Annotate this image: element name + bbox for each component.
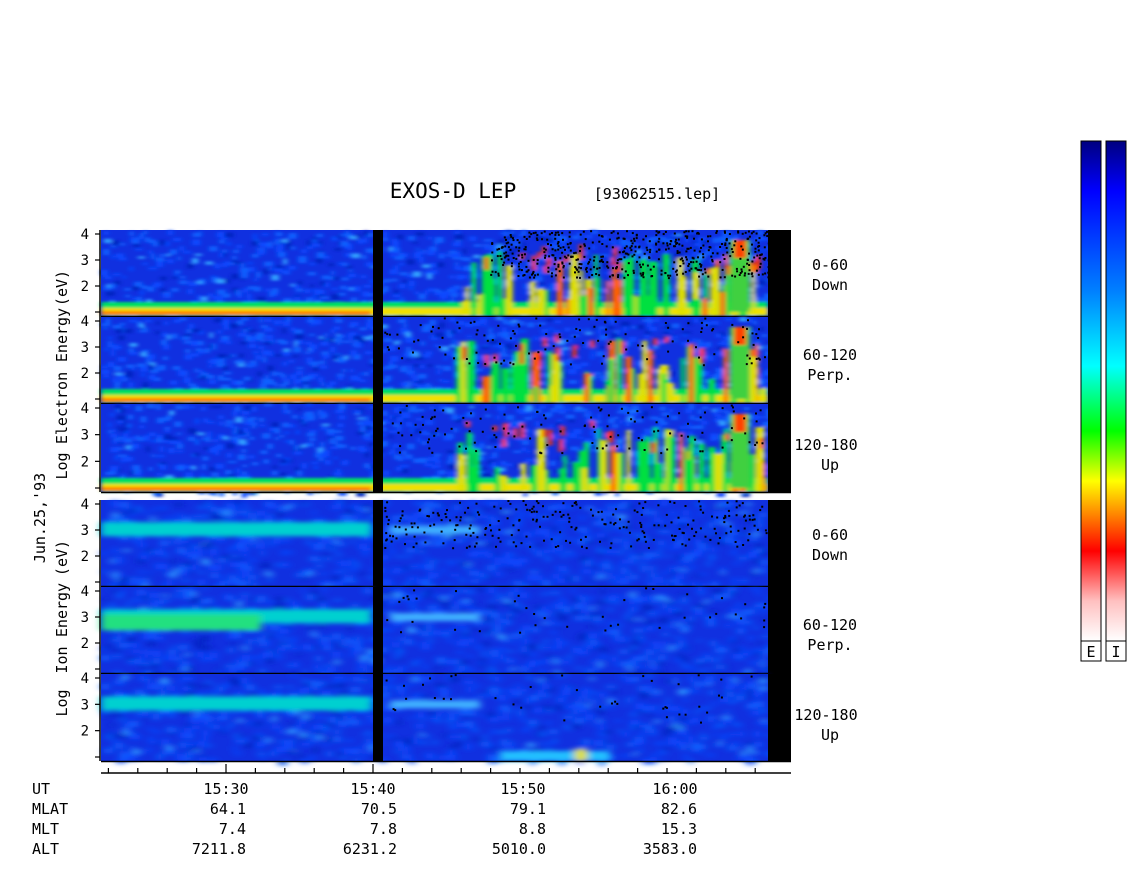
electron-ylabel-word: Log <box>53 452 71 479</box>
ephemeris-label-mlt: MLT <box>32 820 59 838</box>
electron-spectrogram-panel <box>101 230 791 321</box>
energy-tick-label: 3 <box>81 340 89 356</box>
electron-ylabel: Log Electron Energy (eV) <box>53 270 71 480</box>
colorbar-ion <box>1105 140 1127 642</box>
electron-spectrogram-panel <box>101 404 791 498</box>
time-tick-label: 15:50 <box>500 780 545 798</box>
direction-label: Up <box>821 726 839 744</box>
colorbar-ion-label: I <box>1111 643 1120 661</box>
time-tick-label: 15:40 <box>350 780 395 798</box>
direction-label: Up <box>821 456 839 474</box>
ion-ylabel-word: (eV) <box>53 540 71 576</box>
energy-tick-label: 3 <box>81 253 89 269</box>
pitch-range-label: 0-60 <box>812 256 848 274</box>
ion-spectrogram-panel <box>101 500 791 592</box>
alt-value: 5010.0 <box>492 840 546 858</box>
data-gap <box>373 230 383 317</box>
energy-tick-label: 4 <box>81 314 89 330</box>
pitch-angle-labels: 0-60 Down 60-120 Perp. 120-180 Up 0-60 D… <box>794 256 857 744</box>
energy-tick-label: 2 <box>81 279 89 295</box>
energy-tick-label: 2 <box>81 454 89 470</box>
mlt-value: 7.8 <box>370 820 397 838</box>
electron-ylabel-word: (eV) <box>53 270 71 306</box>
energy-axes: 2 3 4 2 3 4 2 3 4 2 3 4 2 3 4 2 3 4 <box>81 227 101 761</box>
mlat-value: 79.1 <box>510 800 546 818</box>
colorbar-electron-label: E <box>1086 643 1095 661</box>
data-gap <box>373 587 383 674</box>
pitch-range-label: 120-180 <box>794 706 857 724</box>
energy-tick-label: 4 <box>81 671 89 687</box>
energy-tick-label: 2 <box>81 724 89 740</box>
no-data-strip <box>768 404 791 493</box>
no-data-strip <box>768 500 791 587</box>
alt-value: 6231.2 <box>343 840 397 858</box>
energy-tick-label: 4 <box>81 401 89 417</box>
mlt-value: 7.4 <box>219 820 246 838</box>
energy-tick-label: 4 <box>81 584 89 600</box>
data-gap <box>373 404 383 493</box>
mlt-value: 8.8 <box>519 820 546 838</box>
direction-label: Perp. <box>807 636 852 654</box>
mlat-value: 64.1 <box>210 800 246 818</box>
direction-label: Down <box>812 276 848 294</box>
colorbar-legend: E I <box>1080 140 1127 662</box>
electron-ylabel-word: Energy <box>53 308 71 362</box>
ephemeris-label-mlat: MLAT <box>32 800 68 818</box>
energy-tick-label: 2 <box>81 366 89 382</box>
energy-tick-label: 2 <box>81 549 89 565</box>
no-data-strip <box>768 587 791 674</box>
ephemeris-label-alt: ALT <box>32 840 59 858</box>
ephemeris-table: UT MLAT MLT ALT 64.1 70.5 79.1 82.6 7.4 … <box>32 780 697 858</box>
pitch-range-label: 0-60 <box>812 526 848 544</box>
energy-tick-label: 3 <box>81 697 89 713</box>
direction-label: Down <box>812 546 848 564</box>
no-data-strip <box>768 674 791 762</box>
time-tick-label: 15:30 <box>203 780 248 798</box>
ion-spectrogram-panel <box>101 674 791 766</box>
pitch-range-label: 60-120 <box>803 616 857 634</box>
data-gap <box>373 500 383 587</box>
mlat-value: 70.5 <box>361 800 397 818</box>
file-label: [93062515.lep] <box>594 185 720 203</box>
pitch-range-label: 60-120 <box>803 346 857 364</box>
ion-ylabel-word: Ion <box>53 646 71 673</box>
energy-tick-label: 3 <box>81 610 89 626</box>
no-data-strip <box>768 230 791 317</box>
spectrogram-panels <box>101 230 791 766</box>
energy-tick-label: 3 <box>81 523 89 539</box>
mlt-value: 15.3 <box>661 820 697 838</box>
mlat-value: 82.6 <box>661 800 697 818</box>
energy-tick-label: 3 <box>81 428 89 444</box>
ion-spectrogram-panel <box>101 587 791 678</box>
colorbar-electron <box>1080 140 1102 642</box>
ion-ylabel: Log Ion Energy (eV) <box>53 540 71 717</box>
data-gap <box>373 317 383 404</box>
energy-tick-label: 4 <box>81 497 89 513</box>
no-data-strip <box>768 317 791 404</box>
pitch-range-label: 120-180 <box>794 436 857 454</box>
alt-value: 7211.8 <box>192 840 246 858</box>
time-axis: 15:30 15:40 15:50 16:00 <box>101 764 791 798</box>
energy-tick-label: 2 <box>81 636 89 652</box>
ion-ylabel-word: Energy <box>53 583 71 637</box>
direction-label: Perp. <box>807 366 852 384</box>
data-gap <box>373 674 383 762</box>
ion-ylabel-word: Log <box>53 689 71 716</box>
colorbar-electron-label-box <box>1080 640 1102 662</box>
energy-tick-label: 4 <box>81 227 89 243</box>
electron-spectrogram-panel <box>101 317 791 409</box>
date-label: Jun.25,'93 <box>31 473 49 563</box>
alt-value: 3583.0 <box>643 840 697 858</box>
chart-title: EXOS-D LEP <box>390 179 516 203</box>
electron-ylabel-word: Electron <box>53 372 71 444</box>
ephemeris-label-ut: UT <box>32 780 50 798</box>
time-tick-label: 16:00 <box>652 780 697 798</box>
colorbar-ion-label-box <box>1105 640 1127 662</box>
